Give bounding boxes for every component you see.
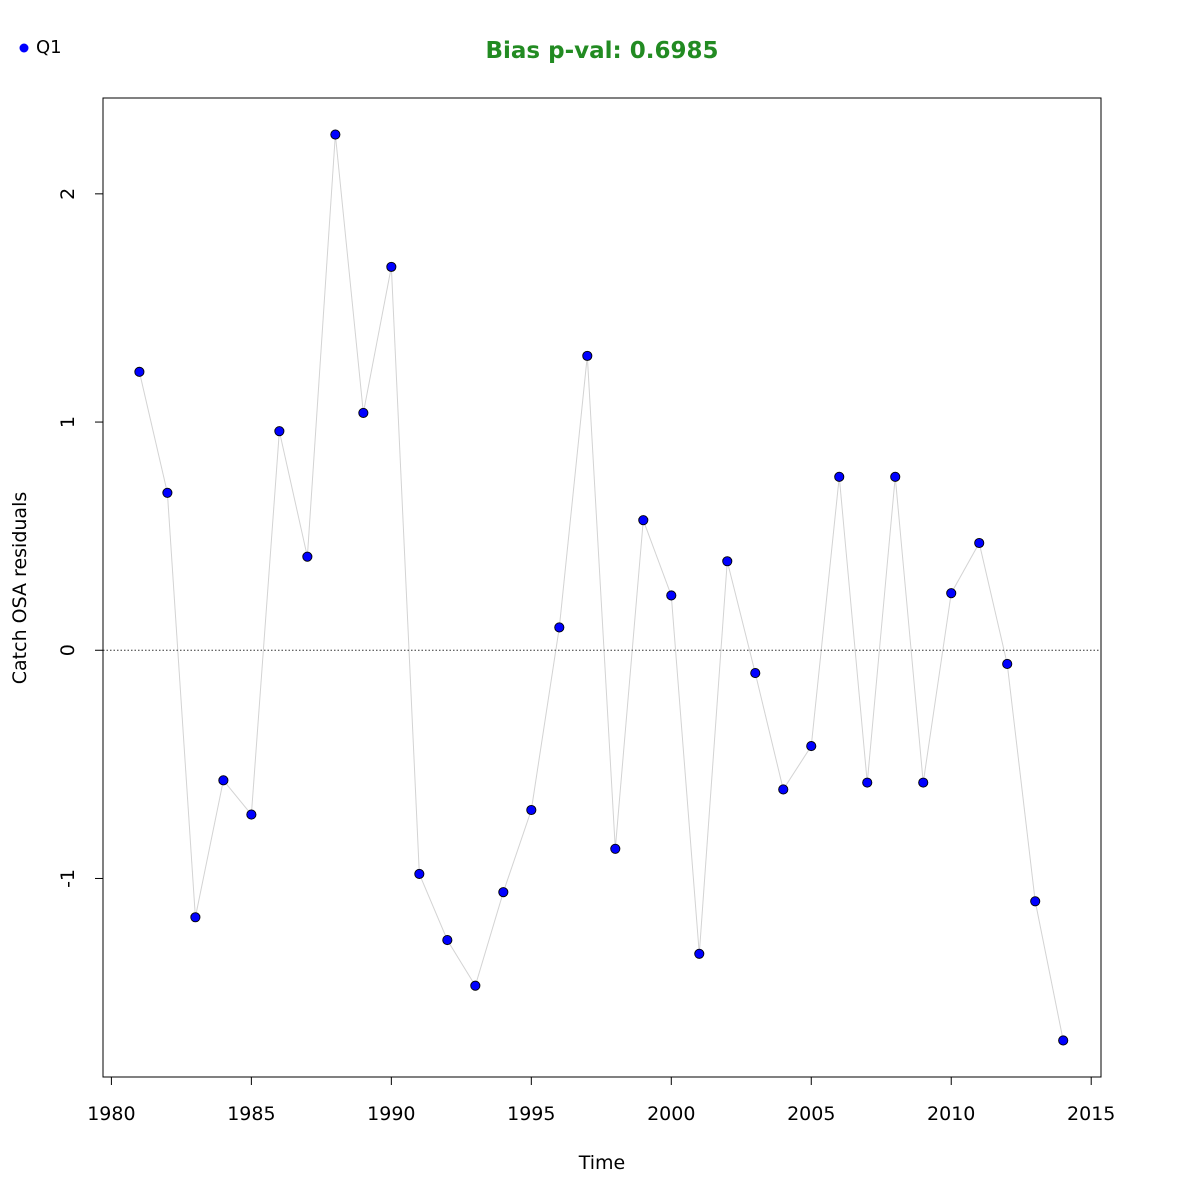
data-point-1985 bbox=[246, 809, 257, 820]
series-line-segment bbox=[698, 561, 728, 954]
series-line-segment bbox=[362, 266, 392, 414]
data-point-1988 bbox=[330, 129, 341, 140]
data-points bbox=[134, 129, 1069, 1046]
data-point-2001 bbox=[694, 948, 705, 959]
series-line-segment bbox=[950, 542, 980, 594]
series-line-segment bbox=[418, 873, 448, 941]
series-line-segment bbox=[278, 431, 308, 557]
series-line-segment bbox=[754, 672, 784, 790]
plot-frame bbox=[102, 97, 1102, 1078]
data-point-2012 bbox=[1002, 658, 1013, 669]
series-line-segment bbox=[782, 745, 812, 790]
data-point-1983 bbox=[190, 912, 201, 923]
series-line-segment bbox=[390, 266, 420, 874]
data-point-1982 bbox=[162, 487, 173, 498]
data-point-1981 bbox=[134, 366, 145, 377]
x-tick-label-2015: 2015 bbox=[1067, 1103, 1115, 1125]
x-tick-label-2010: 2010 bbox=[927, 1103, 975, 1125]
series-line-segment bbox=[194, 780, 224, 918]
x-tick-label-1985: 1985 bbox=[227, 1103, 275, 1125]
data-point-1996 bbox=[554, 622, 565, 633]
data-point-1989 bbox=[358, 407, 369, 418]
chart-title: Bias p-val: 0.6985 bbox=[486, 38, 719, 64]
data-point-2011 bbox=[974, 537, 985, 549]
x-tick-label-1980: 1980 bbox=[87, 1103, 135, 1125]
legend-label-q1: Q1 bbox=[36, 37, 62, 58]
series-line-segment bbox=[642, 520, 672, 596]
series-line-segment bbox=[586, 355, 616, 849]
series-line-segment bbox=[614, 520, 644, 849]
data-point-2005 bbox=[806, 741, 817, 752]
data-point-2013 bbox=[1030, 896, 1041, 907]
legend: Q1 bbox=[19, 37, 62, 58]
x-tick-label-1995: 1995 bbox=[507, 1103, 555, 1125]
data-point-1990 bbox=[386, 261, 397, 272]
series-line-segment bbox=[1006, 663, 1036, 902]
data-point-2002 bbox=[722, 556, 733, 567]
series-line-segment bbox=[726, 561, 756, 674]
data-point-1987 bbox=[302, 551, 313, 562]
series-line-segment bbox=[530, 627, 560, 811]
series-line-segment bbox=[446, 939, 476, 986]
series-line-segment bbox=[978, 542, 1008, 665]
data-point-1999 bbox=[638, 515, 649, 526]
y-tick-label-0: 0 bbox=[57, 644, 79, 656]
y-tick-label--1: -1 bbox=[57, 869, 79, 888]
series-line-segment bbox=[838, 476, 868, 783]
legend-marker-q1 bbox=[19, 43, 29, 53]
series-line-segment bbox=[894, 476, 924, 783]
data-point-1991 bbox=[414, 868, 425, 879]
series-line-segment bbox=[222, 780, 252, 815]
series-line-segment bbox=[334, 134, 364, 413]
data-point-2008 bbox=[890, 471, 901, 482]
series-line-segment bbox=[250, 431, 280, 815]
data-point-1997 bbox=[582, 350, 593, 361]
data-point-2010 bbox=[946, 588, 957, 599]
data-point-2003 bbox=[750, 668, 761, 679]
data-point-1992 bbox=[442, 935, 453, 946]
series-line-segment bbox=[166, 492, 196, 918]
data-point-1995 bbox=[526, 804, 537, 816]
data-point-2004 bbox=[778, 784, 789, 795]
series-line-segment bbox=[306, 134, 336, 557]
x-tick-label-1990: 1990 bbox=[367, 1103, 415, 1125]
data-point-1998 bbox=[610, 843, 621, 854]
data-point-2006 bbox=[834, 471, 845, 482]
series-lines bbox=[138, 134, 1064, 1041]
data-point-1984 bbox=[218, 775, 229, 786]
series-line-segment bbox=[670, 595, 700, 954]
series-line-segment bbox=[474, 892, 504, 986]
data-point-1993 bbox=[470, 980, 481, 991]
x-axis-label: Time bbox=[578, 1152, 626, 1174]
data-point-2007 bbox=[862, 777, 873, 788]
series-line-segment bbox=[810, 476, 840, 747]
x-tick-label-2000: 2000 bbox=[647, 1103, 695, 1125]
series-line-segment bbox=[1034, 901, 1064, 1041]
y-axis-label: Catch OSA residuals bbox=[9, 492, 31, 684]
y-tick-label-1: 1 bbox=[57, 416, 79, 428]
data-point-2009 bbox=[918, 777, 929, 788]
series-line-segment bbox=[866, 476, 896, 783]
series-line-segment bbox=[138, 371, 168, 493]
series-line-segment bbox=[558, 355, 588, 628]
x-axis: 1980 1985 1990 1995 2000 2005 2010 2015 bbox=[87, 1076, 1115, 1125]
series-line-segment bbox=[502, 809, 532, 893]
y-tick-label-2: 2 bbox=[57, 188, 79, 200]
data-point-2014 bbox=[1058, 1035, 1069, 1046]
data-point-1986 bbox=[274, 426, 285, 437]
series-line-segment bbox=[922, 593, 952, 783]
data-point-1994 bbox=[498, 887, 509, 898]
data-point-2000 bbox=[666, 590, 677, 601]
x-tick-label-2005: 2005 bbox=[787, 1103, 835, 1125]
y-axis: -1 0 1 2 bbox=[57, 188, 104, 888]
